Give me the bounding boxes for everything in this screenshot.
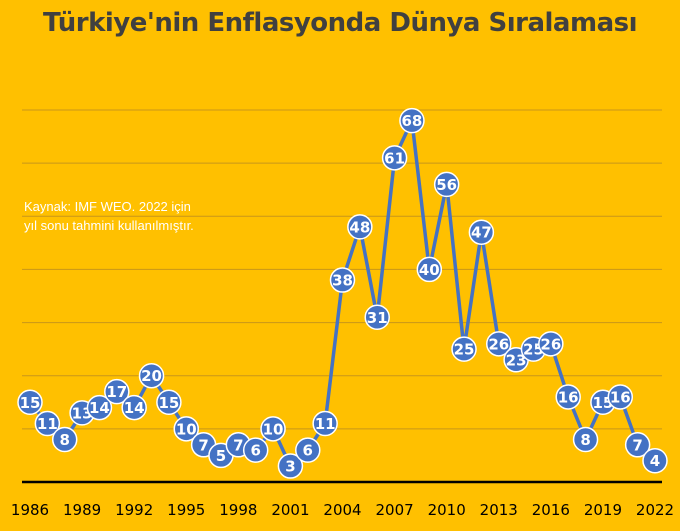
data-label: 14 — [89, 399, 110, 417]
x-tick-label: 1998 — [219, 501, 257, 519]
data-point — [121, 394, 147, 421]
data-point — [138, 362, 165, 389]
data-label: 20 — [141, 367, 162, 385]
data-label: 7 — [233, 436, 243, 454]
data-label: 26 — [488, 335, 509, 353]
data-label: 17 — [106, 383, 127, 401]
data-label: 10 — [263, 420, 284, 438]
data-point — [607, 384, 634, 410]
x-tick-labels: 1986 1989 1992 1995 1998 2001 2004 2007 2010 2013… — [11, 501, 674, 519]
source-note-line-2: yıl sonu tahmini kullanılmıştır. — [24, 218, 194, 233]
data-point — [277, 453, 304, 479]
data-label: 6 — [250, 442, 260, 460]
x-tick-label: 1995 — [167, 501, 205, 519]
data-point — [295, 437, 321, 463]
data-point — [451, 336, 477, 362]
data-point — [624, 432, 651, 458]
data-label: 31 — [367, 309, 388, 327]
chart-title: Türkiye'nin Enflasyonda Dünya Sıralaması — [43, 8, 638, 38]
data-label: 8 — [580, 431, 590, 449]
data-point — [399, 107, 425, 134]
data-point — [538, 331, 564, 357]
data-label: 16 — [610, 388, 631, 406]
data-label: 4 — [650, 452, 660, 470]
source-note-line-1: Kaynak: IMF WEO. 2022 için — [24, 199, 191, 214]
data-label: 40 — [419, 261, 440, 279]
data-point — [260, 416, 286, 442]
data-point — [381, 145, 408, 171]
data-label: 7 — [632, 436, 642, 454]
data-point — [416, 256, 443, 283]
x-tick-label: 2013 — [480, 501, 518, 519]
data-point — [364, 304, 390, 331]
data-label: 48 — [349, 218, 370, 236]
x-tick-label: 1989 — [63, 501, 101, 519]
data-label: 68 — [402, 112, 423, 130]
data-label: 7 — [198, 436, 208, 454]
data-label: 11 — [37, 415, 58, 433]
x-tick-label: 2022 — [636, 501, 674, 519]
data-point — [17, 389, 43, 416]
data-point — [468, 219, 495, 245]
data-label: 14 — [124, 399, 145, 417]
data-point — [433, 171, 460, 198]
x-tick-label: 2016 — [532, 501, 570, 519]
x-tick-label: 2010 — [428, 501, 466, 519]
data-point — [86, 394, 113, 421]
x-tick-label: 2004 — [323, 501, 361, 519]
data-point — [242, 437, 269, 463]
x-tick-label: 1986 — [11, 501, 49, 519]
data-label: 26 — [540, 335, 561, 353]
x-tick-label: 2019 — [584, 501, 622, 519]
data-label: 6 — [303, 442, 313, 460]
data-label: 5 — [216, 447, 226, 465]
data-label: 3 — [285, 458, 295, 476]
data-point — [572, 426, 599, 453]
data-point — [347, 214, 373, 240]
data-label: 61 — [384, 149, 405, 167]
data-label: 56 — [436, 176, 457, 194]
data-label: 38 — [332, 272, 353, 290]
x-tick-label: 1992 — [115, 501, 153, 519]
x-tick-label: 2007 — [375, 501, 413, 519]
data-label: 25 — [454, 341, 475, 359]
data-point — [486, 331, 512, 357]
data-point — [51, 426, 78, 453]
data-label: 16 — [558, 388, 579, 406]
data-point — [555, 384, 581, 410]
data-label: 47 — [471, 224, 492, 242]
source-note: Kaynak: IMF WEO. 2022 için yıl sonu tahm… — [24, 197, 194, 235]
data-point — [642, 447, 668, 474]
data-label: 10 — [176, 420, 197, 438]
data-label: 15 — [158, 394, 179, 412]
data-label: 23 — [506, 351, 527, 369]
data-point — [34, 410, 61, 437]
data-point — [329, 267, 356, 293]
data-point — [312, 410, 338, 437]
data-label: 15 — [20, 394, 41, 412]
data-label: 11 — [315, 415, 336, 433]
data-point — [104, 378, 130, 405]
data-point — [173, 416, 199, 442]
data-point — [156, 389, 182, 416]
data-label: 8 — [60, 431, 70, 449]
x-tick-label: 2001 — [271, 501, 309, 519]
